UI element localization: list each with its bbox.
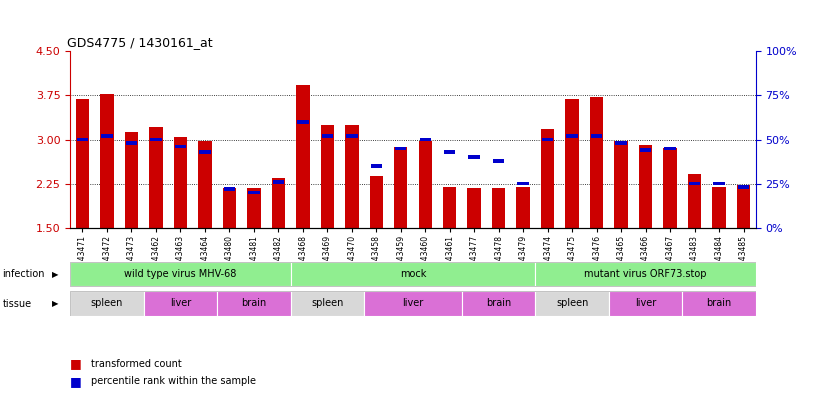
Bar <box>291 291 364 316</box>
Text: wild type virus MHV-68: wild type virus MHV-68 <box>124 268 236 279</box>
Bar <box>174 145 186 148</box>
Text: transformed count: transformed count <box>91 358 182 369</box>
Text: liver: liver <box>402 298 424 308</box>
Bar <box>615 141 627 145</box>
Bar <box>688 174 701 228</box>
Bar <box>590 97 603 228</box>
Bar <box>248 191 259 194</box>
Text: brain: brain <box>486 298 511 308</box>
Text: brain: brain <box>241 298 267 308</box>
Bar <box>321 134 333 138</box>
Bar <box>738 185 749 189</box>
Bar <box>173 136 188 228</box>
Bar <box>492 188 506 228</box>
Bar <box>77 138 88 141</box>
Bar <box>615 141 628 228</box>
Text: spleen: spleen <box>311 298 344 308</box>
Bar <box>462 291 535 316</box>
Bar <box>150 127 163 228</box>
Bar <box>198 141 211 228</box>
Bar <box>468 188 481 228</box>
Bar <box>224 187 235 191</box>
Text: mock: mock <box>400 268 426 279</box>
Bar <box>345 125 358 228</box>
Bar <box>609 291 682 316</box>
Bar <box>150 138 162 141</box>
Bar <box>369 176 383 228</box>
Bar <box>320 125 334 228</box>
Text: brain: brain <box>706 298 732 308</box>
Bar <box>126 141 137 145</box>
Text: spleen: spleen <box>91 298 123 308</box>
Bar <box>737 185 750 228</box>
Text: liver: liver <box>635 298 656 308</box>
Text: ▶: ▶ <box>52 270 59 279</box>
Bar <box>638 145 653 228</box>
Text: ■: ■ <box>70 357 82 370</box>
Bar <box>70 291 144 316</box>
Bar <box>566 99 579 228</box>
Bar <box>102 134 112 138</box>
Text: mutant virus ORF73.stop: mutant virus ORF73.stop <box>584 268 707 279</box>
Bar <box>541 129 554 228</box>
Bar <box>591 134 602 138</box>
Text: tissue: tissue <box>2 299 31 309</box>
Bar <box>371 164 382 168</box>
Bar <box>420 138 431 141</box>
Bar <box>682 291 756 316</box>
Bar <box>567 134 578 138</box>
Bar <box>297 120 309 123</box>
Bar <box>346 134 358 138</box>
Bar <box>444 150 455 154</box>
Bar <box>542 138 553 141</box>
Bar <box>712 187 726 228</box>
Bar <box>394 147 407 228</box>
Text: ▶: ▶ <box>52 299 59 308</box>
Bar <box>273 180 284 184</box>
Text: ■: ■ <box>70 375 82 388</box>
Bar <box>296 85 310 228</box>
Text: liver: liver <box>170 298 191 308</box>
Bar <box>663 148 676 228</box>
Bar <box>125 132 138 228</box>
Bar <box>291 262 535 286</box>
Bar <box>364 291 462 316</box>
Bar <box>144 291 217 316</box>
Bar <box>640 148 652 152</box>
Bar <box>272 178 285 228</box>
Text: GDS4775 / 1430161_at: GDS4775 / 1430161_at <box>67 35 212 48</box>
Bar <box>217 291 291 316</box>
Bar <box>70 262 291 286</box>
Bar <box>468 155 480 159</box>
Bar <box>689 182 700 185</box>
Bar <box>535 262 756 286</box>
Text: spleen: spleen <box>556 298 588 308</box>
Bar <box>223 188 236 228</box>
Bar <box>419 141 432 228</box>
Bar <box>247 188 260 228</box>
Bar <box>395 147 406 150</box>
Text: infection: infection <box>2 269 45 279</box>
Bar <box>100 94 114 228</box>
Bar <box>76 99 89 228</box>
Bar <box>535 291 609 316</box>
Bar <box>443 187 457 228</box>
Bar <box>199 150 211 154</box>
Bar <box>493 159 505 162</box>
Bar <box>517 182 529 185</box>
Bar <box>516 187 530 228</box>
Bar <box>714 182 724 185</box>
Bar <box>664 147 676 150</box>
Text: percentile rank within the sample: percentile rank within the sample <box>91 376 256 386</box>
